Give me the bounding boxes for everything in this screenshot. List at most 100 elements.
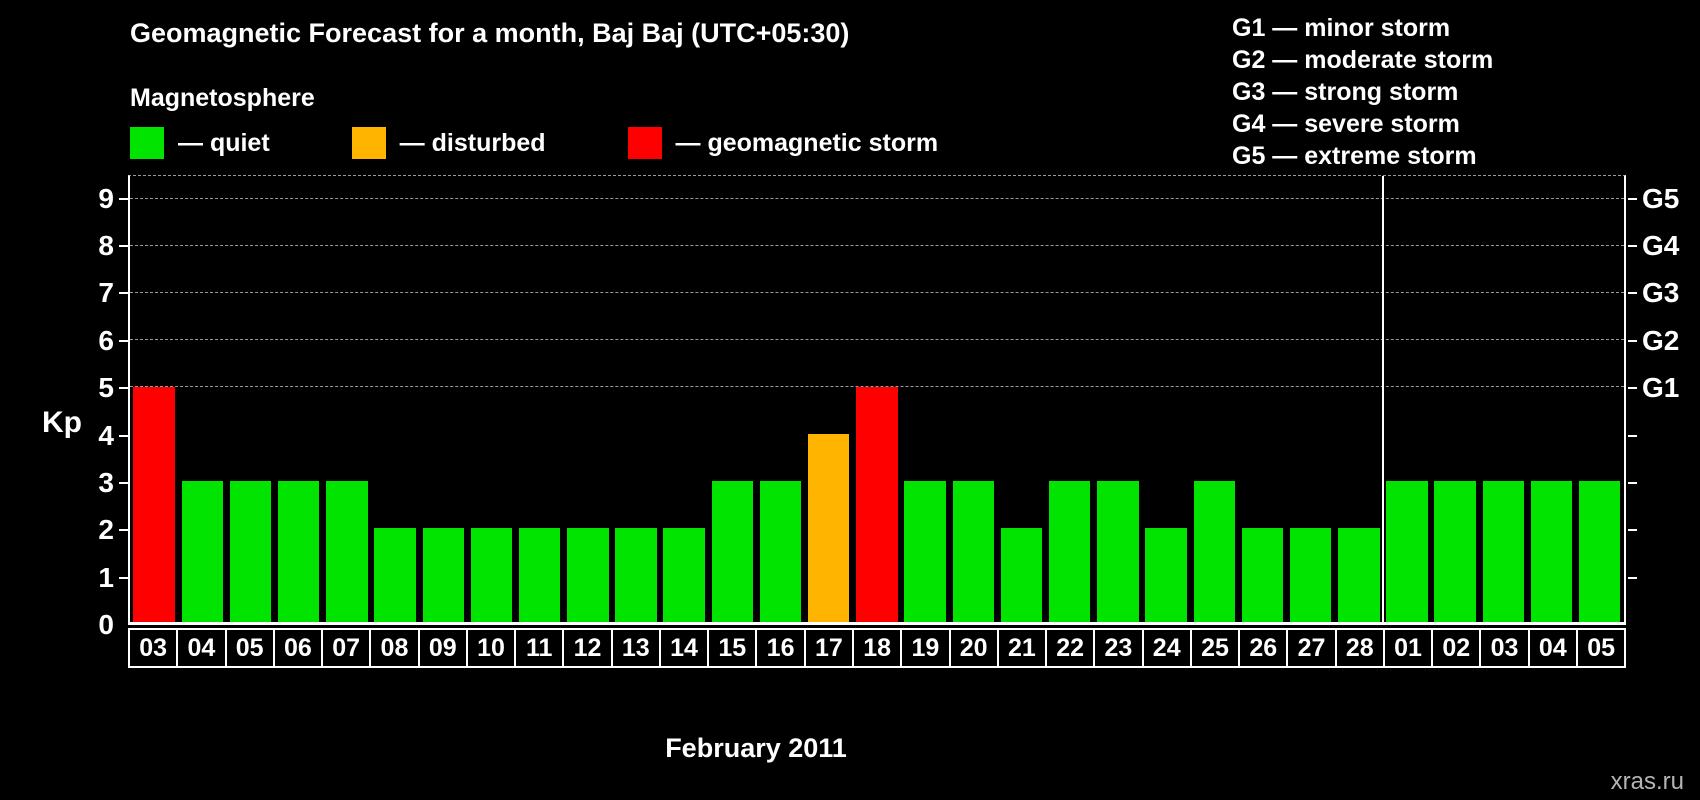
legend-item-label: — disturbed <box>399 128 546 157</box>
storm-scale-line-g2: G2 — moderate storm <box>1232 46 1494 74</box>
plot-area <box>128 175 1626 625</box>
y-tick-label: 3 <box>98 466 114 498</box>
bar-slot <box>1287 176 1335 622</box>
day-label: 19 <box>900 628 951 668</box>
bar-slot <box>612 176 660 622</box>
bar-slot <box>178 176 226 622</box>
bar-slot <box>756 176 804 622</box>
kp-bar <box>374 528 416 622</box>
gridline <box>130 339 1624 341</box>
bar-slot <box>275 176 323 622</box>
bar-slot <box>1142 176 1190 622</box>
y-axis-ticks-left <box>119 175 128 625</box>
y-axis-labels: 0 1 2 3 4 5 6 7 8 9 <box>56 175 114 640</box>
axis-tick <box>1628 339 1637 342</box>
y-tick-label: 5 <box>98 372 114 404</box>
g-tick-label: G3 <box>1642 277 1680 309</box>
bar-slot <box>660 176 708 622</box>
axis-tick <box>119 387 128 390</box>
day-label: 09 <box>417 628 468 668</box>
storm-swatch <box>627 127 662 159</box>
axis-tick <box>119 197 128 200</box>
day-label: 04 <box>176 628 227 668</box>
legend-item-label: — geomagnetic storm <box>675 128 939 157</box>
axis-tick <box>119 292 128 295</box>
kp-bar <box>904 481 946 622</box>
kp-bar <box>277 481 320 622</box>
legend-item-quiet: — quiet <box>130 127 270 159</box>
axis-tick <box>119 576 128 579</box>
legend: — quiet — disturbed — geomagnetic storm <box>130 124 1020 162</box>
day-label: 26 <box>1238 628 1289 668</box>
axis-tick <box>1628 245 1637 248</box>
day-label: 07 <box>321 628 372 668</box>
day-label: 15 <box>707 628 758 668</box>
kp-bar <box>759 481 802 622</box>
y-tick-label: 7 <box>98 277 114 309</box>
chart-title: Geomagnetic Forecast for a month, Baj Ba… <box>130 18 850 48</box>
kp-bar <box>1338 528 1380 622</box>
axis-tick <box>119 434 128 437</box>
day-label: 16 <box>755 628 806 668</box>
month-separator <box>1382 176 1385 622</box>
y-axis-ticks-right <box>1628 175 1637 625</box>
watermark: xras.ru <box>1610 768 1684 795</box>
bar-slot <box>516 176 564 622</box>
bar-slot <box>371 176 419 622</box>
day-label: 18 <box>851 628 903 668</box>
y-tick-label: 9 <box>98 182 114 214</box>
axis-tick <box>1628 197 1637 200</box>
gridline <box>130 386 1624 388</box>
bar-slot <box>1238 176 1286 622</box>
day-label: 03 <box>1479 628 1530 668</box>
y-tick-label: 2 <box>98 514 114 546</box>
day-label: 17 <box>803 628 854 668</box>
disturbed-swatch <box>351 127 386 159</box>
day-label: 13 <box>610 628 661 668</box>
bar-slot <box>467 176 515 622</box>
bar-slot <box>1190 176 1238 622</box>
kp-bar <box>567 528 609 622</box>
bar-slot <box>805 176 853 622</box>
day-label: 20 <box>948 628 999 668</box>
gridline <box>130 292 1624 294</box>
axis-tick <box>1628 434 1637 437</box>
bar-slot <box>226 176 274 622</box>
kp-bar <box>1000 528 1043 622</box>
kp-bar <box>1241 528 1284 622</box>
axis-tick <box>1628 481 1637 484</box>
axis-tick <box>1628 387 1637 390</box>
legend-heading: Magnetosphere <box>130 84 315 112</box>
bar-slot <box>949 176 997 622</box>
axis-tick <box>119 529 128 532</box>
kp-bar <box>1289 528 1332 622</box>
day-label: 25 <box>1189 628 1241 668</box>
kp-bar <box>1434 481 1476 622</box>
bar-slot <box>130 176 178 622</box>
g-tick-label: G2 <box>1642 324 1680 356</box>
kp-bar <box>1145 528 1187 622</box>
day-label: 03 <box>128 628 179 668</box>
gridline <box>130 245 1624 247</box>
storm-scale-legend: G1 — minor storm G2 — moderate storm G3 — … <box>1232 12 1493 172</box>
kp-bar <box>1530 481 1573 622</box>
g-tick-label: G4 <box>1642 230 1680 262</box>
bar-slot <box>564 176 612 622</box>
axis-tick <box>1628 529 1637 532</box>
day-label: 12 <box>562 628 613 668</box>
day-axis: 03 04 05 06 07 08 09 10 11 12 13 14 15 16 17 18 19 20 21 22… <box>128 628 1627 668</box>
kp-bar <box>615 528 657 622</box>
day-label: 11 <box>514 628 565 668</box>
kp-bar <box>1579 481 1621 622</box>
day-label: 04 <box>1527 628 1578 668</box>
axis-tick <box>119 339 128 342</box>
bar-slot <box>1479 176 1527 622</box>
kp-bar <box>1097 481 1139 622</box>
y-tick-label: 8 <box>98 230 114 262</box>
storm-scale-line-g1: G1 — minor storm <box>1232 14 1451 42</box>
legend-item-storm: — geomagnetic storm <box>627 127 939 159</box>
bar-slot <box>323 176 371 622</box>
kp-bar <box>518 528 561 622</box>
day-label: 21 <box>996 628 1048 668</box>
